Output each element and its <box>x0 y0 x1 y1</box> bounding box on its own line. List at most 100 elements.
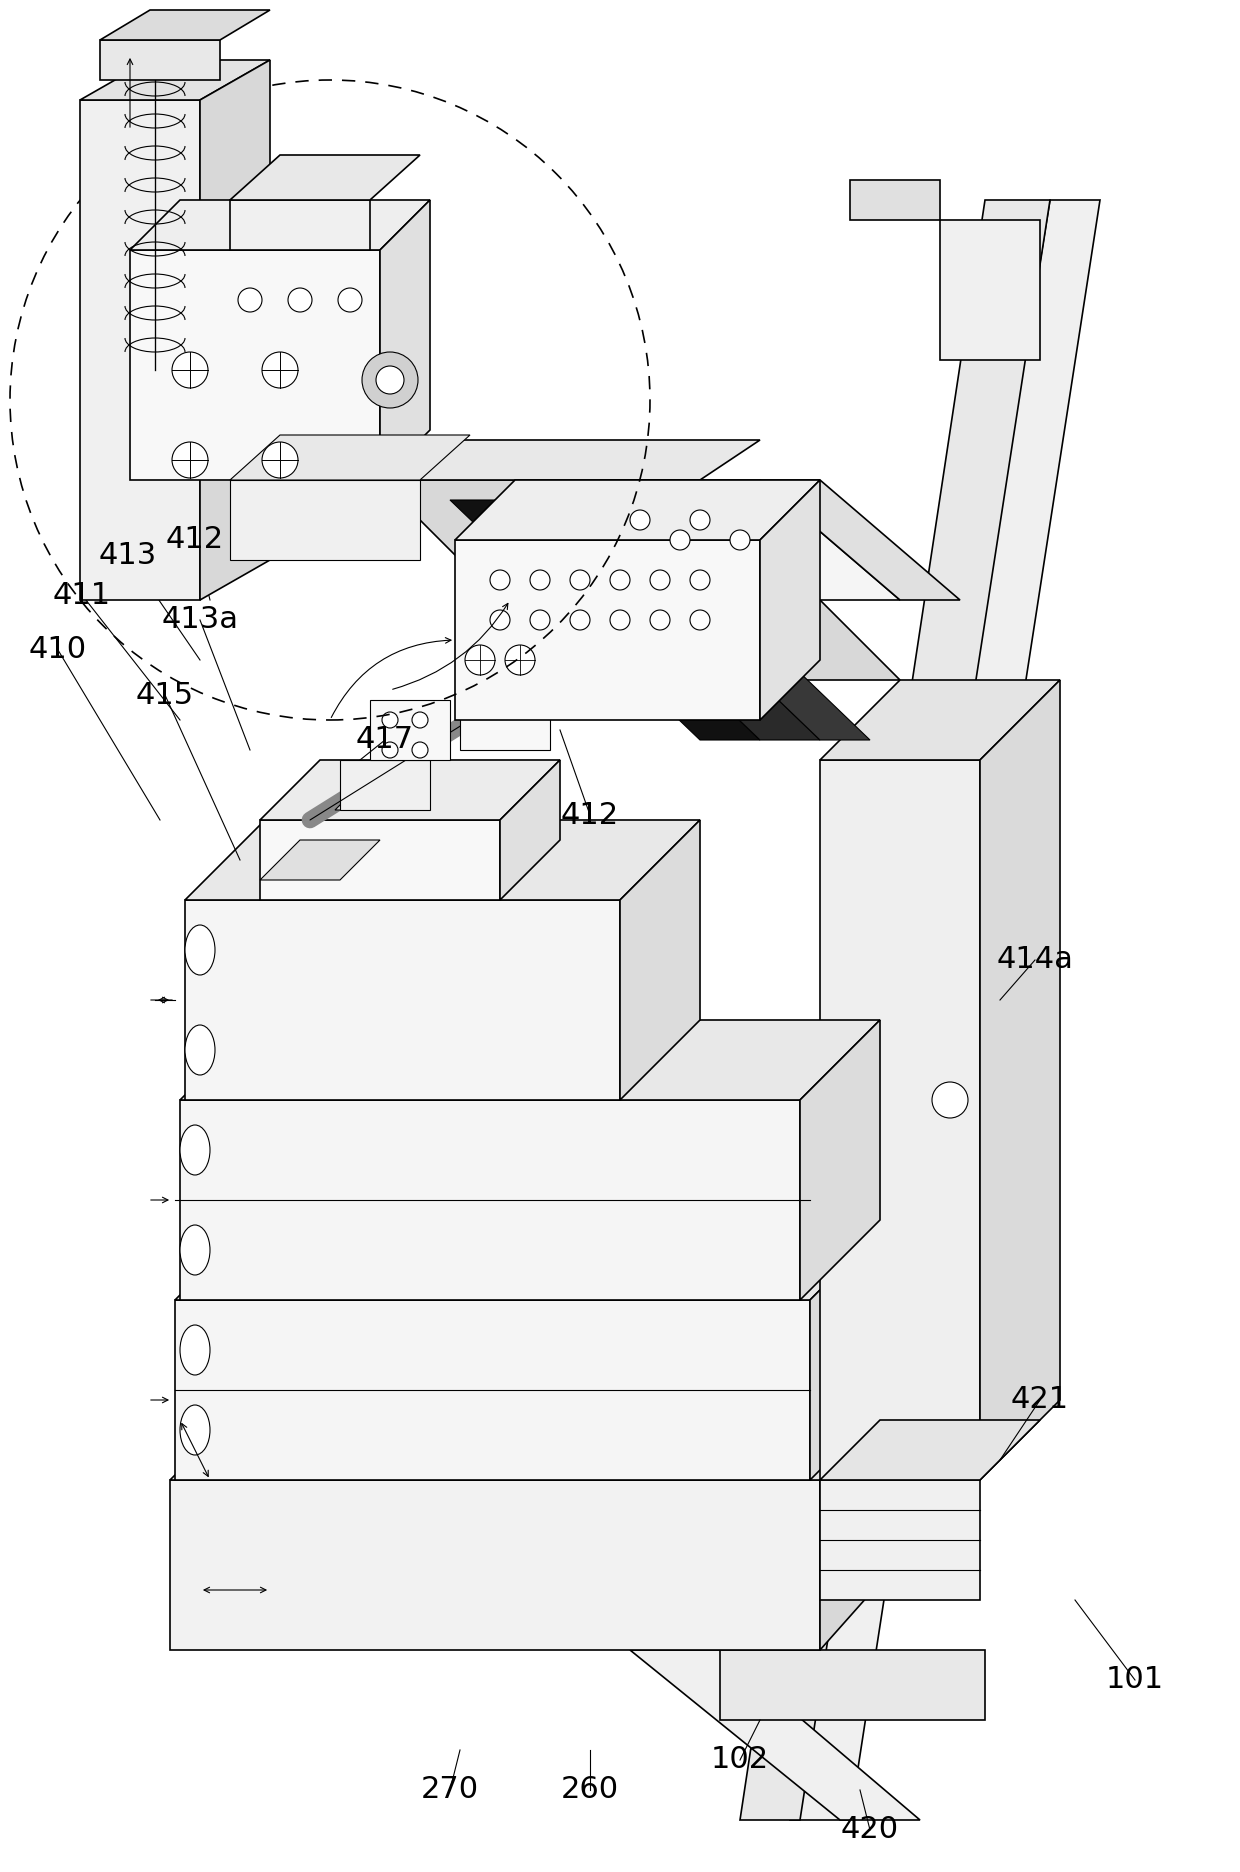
Polygon shape <box>760 479 820 721</box>
Circle shape <box>382 711 398 728</box>
Polygon shape <box>810 1221 890 1481</box>
Polygon shape <box>229 200 370 251</box>
Text: 260: 260 <box>560 1775 619 1805</box>
Circle shape <box>490 569 510 590</box>
Polygon shape <box>175 1221 890 1299</box>
Text: 413a: 413a <box>161 605 238 635</box>
Text: 412: 412 <box>560 801 619 829</box>
Polygon shape <box>260 760 560 820</box>
Circle shape <box>650 610 670 631</box>
Circle shape <box>238 288 262 313</box>
Polygon shape <box>229 479 420 560</box>
Polygon shape <box>570 500 870 739</box>
Polygon shape <box>175 1299 810 1481</box>
Circle shape <box>382 741 398 758</box>
Circle shape <box>376 367 404 393</box>
Circle shape <box>689 509 711 530</box>
Circle shape <box>570 610 590 631</box>
Circle shape <box>412 711 428 728</box>
Polygon shape <box>180 1101 800 1299</box>
Text: 417: 417 <box>356 726 414 754</box>
Polygon shape <box>720 1649 985 1720</box>
Polygon shape <box>820 680 1060 760</box>
Polygon shape <box>510 500 820 739</box>
Text: 411: 411 <box>53 580 112 610</box>
Polygon shape <box>849 180 940 221</box>
Circle shape <box>172 442 208 477</box>
Polygon shape <box>370 700 450 760</box>
Polygon shape <box>180 1020 880 1101</box>
Polygon shape <box>200 60 270 601</box>
Circle shape <box>650 569 670 590</box>
Polygon shape <box>229 155 420 200</box>
Circle shape <box>490 610 510 631</box>
Polygon shape <box>379 440 760 479</box>
Circle shape <box>412 741 428 758</box>
Circle shape <box>529 569 551 590</box>
Text: 101: 101 <box>1106 1666 1164 1694</box>
Polygon shape <box>600 479 900 601</box>
Text: 413: 413 <box>99 541 157 569</box>
Polygon shape <box>940 221 1040 359</box>
Polygon shape <box>820 1481 980 1601</box>
Polygon shape <box>100 39 219 80</box>
Circle shape <box>362 352 418 408</box>
Ellipse shape <box>185 925 215 975</box>
Polygon shape <box>81 99 200 601</box>
Polygon shape <box>800 1020 880 1299</box>
Polygon shape <box>185 900 620 1101</box>
Polygon shape <box>260 841 379 880</box>
Polygon shape <box>820 760 980 1481</box>
Circle shape <box>570 569 590 590</box>
Polygon shape <box>379 200 430 479</box>
Polygon shape <box>500 760 560 900</box>
Polygon shape <box>229 434 470 479</box>
Text: 412: 412 <box>166 526 224 554</box>
Polygon shape <box>335 739 440 811</box>
Ellipse shape <box>180 1224 210 1275</box>
Circle shape <box>465 646 495 676</box>
Text: 270: 270 <box>420 1775 479 1805</box>
Polygon shape <box>100 9 270 39</box>
Circle shape <box>689 610 711 631</box>
Circle shape <box>288 288 312 313</box>
Circle shape <box>610 610 630 631</box>
Text: 415: 415 <box>136 681 195 709</box>
Circle shape <box>630 509 650 530</box>
Text: 414a: 414a <box>997 945 1074 975</box>
Circle shape <box>339 288 362 313</box>
Ellipse shape <box>180 1406 210 1455</box>
Polygon shape <box>790 200 1100 1820</box>
Circle shape <box>529 610 551 631</box>
Polygon shape <box>340 760 430 811</box>
Circle shape <box>730 530 750 550</box>
Circle shape <box>262 442 298 477</box>
Polygon shape <box>130 200 430 251</box>
Ellipse shape <box>185 1026 215 1075</box>
Text: 410: 410 <box>29 635 87 665</box>
Polygon shape <box>379 479 900 680</box>
Circle shape <box>505 646 534 676</box>
Polygon shape <box>630 1649 920 1820</box>
Polygon shape <box>170 1400 900 1481</box>
Polygon shape <box>81 60 270 99</box>
Circle shape <box>172 352 208 388</box>
Ellipse shape <box>180 1125 210 1176</box>
Text: 421: 421 <box>1011 1385 1069 1415</box>
Polygon shape <box>170 1481 820 1649</box>
Polygon shape <box>455 479 820 539</box>
Circle shape <box>689 569 711 590</box>
Text: 102: 102 <box>711 1745 769 1775</box>
Circle shape <box>610 569 630 590</box>
Polygon shape <box>820 1400 900 1649</box>
Polygon shape <box>185 820 701 900</box>
Polygon shape <box>260 820 500 900</box>
Polygon shape <box>740 200 1050 1820</box>
Polygon shape <box>460 680 551 751</box>
Polygon shape <box>130 251 379 479</box>
Polygon shape <box>820 1421 1040 1481</box>
Polygon shape <box>455 539 760 721</box>
Circle shape <box>262 352 298 388</box>
Polygon shape <box>760 479 960 601</box>
Polygon shape <box>980 680 1060 1481</box>
